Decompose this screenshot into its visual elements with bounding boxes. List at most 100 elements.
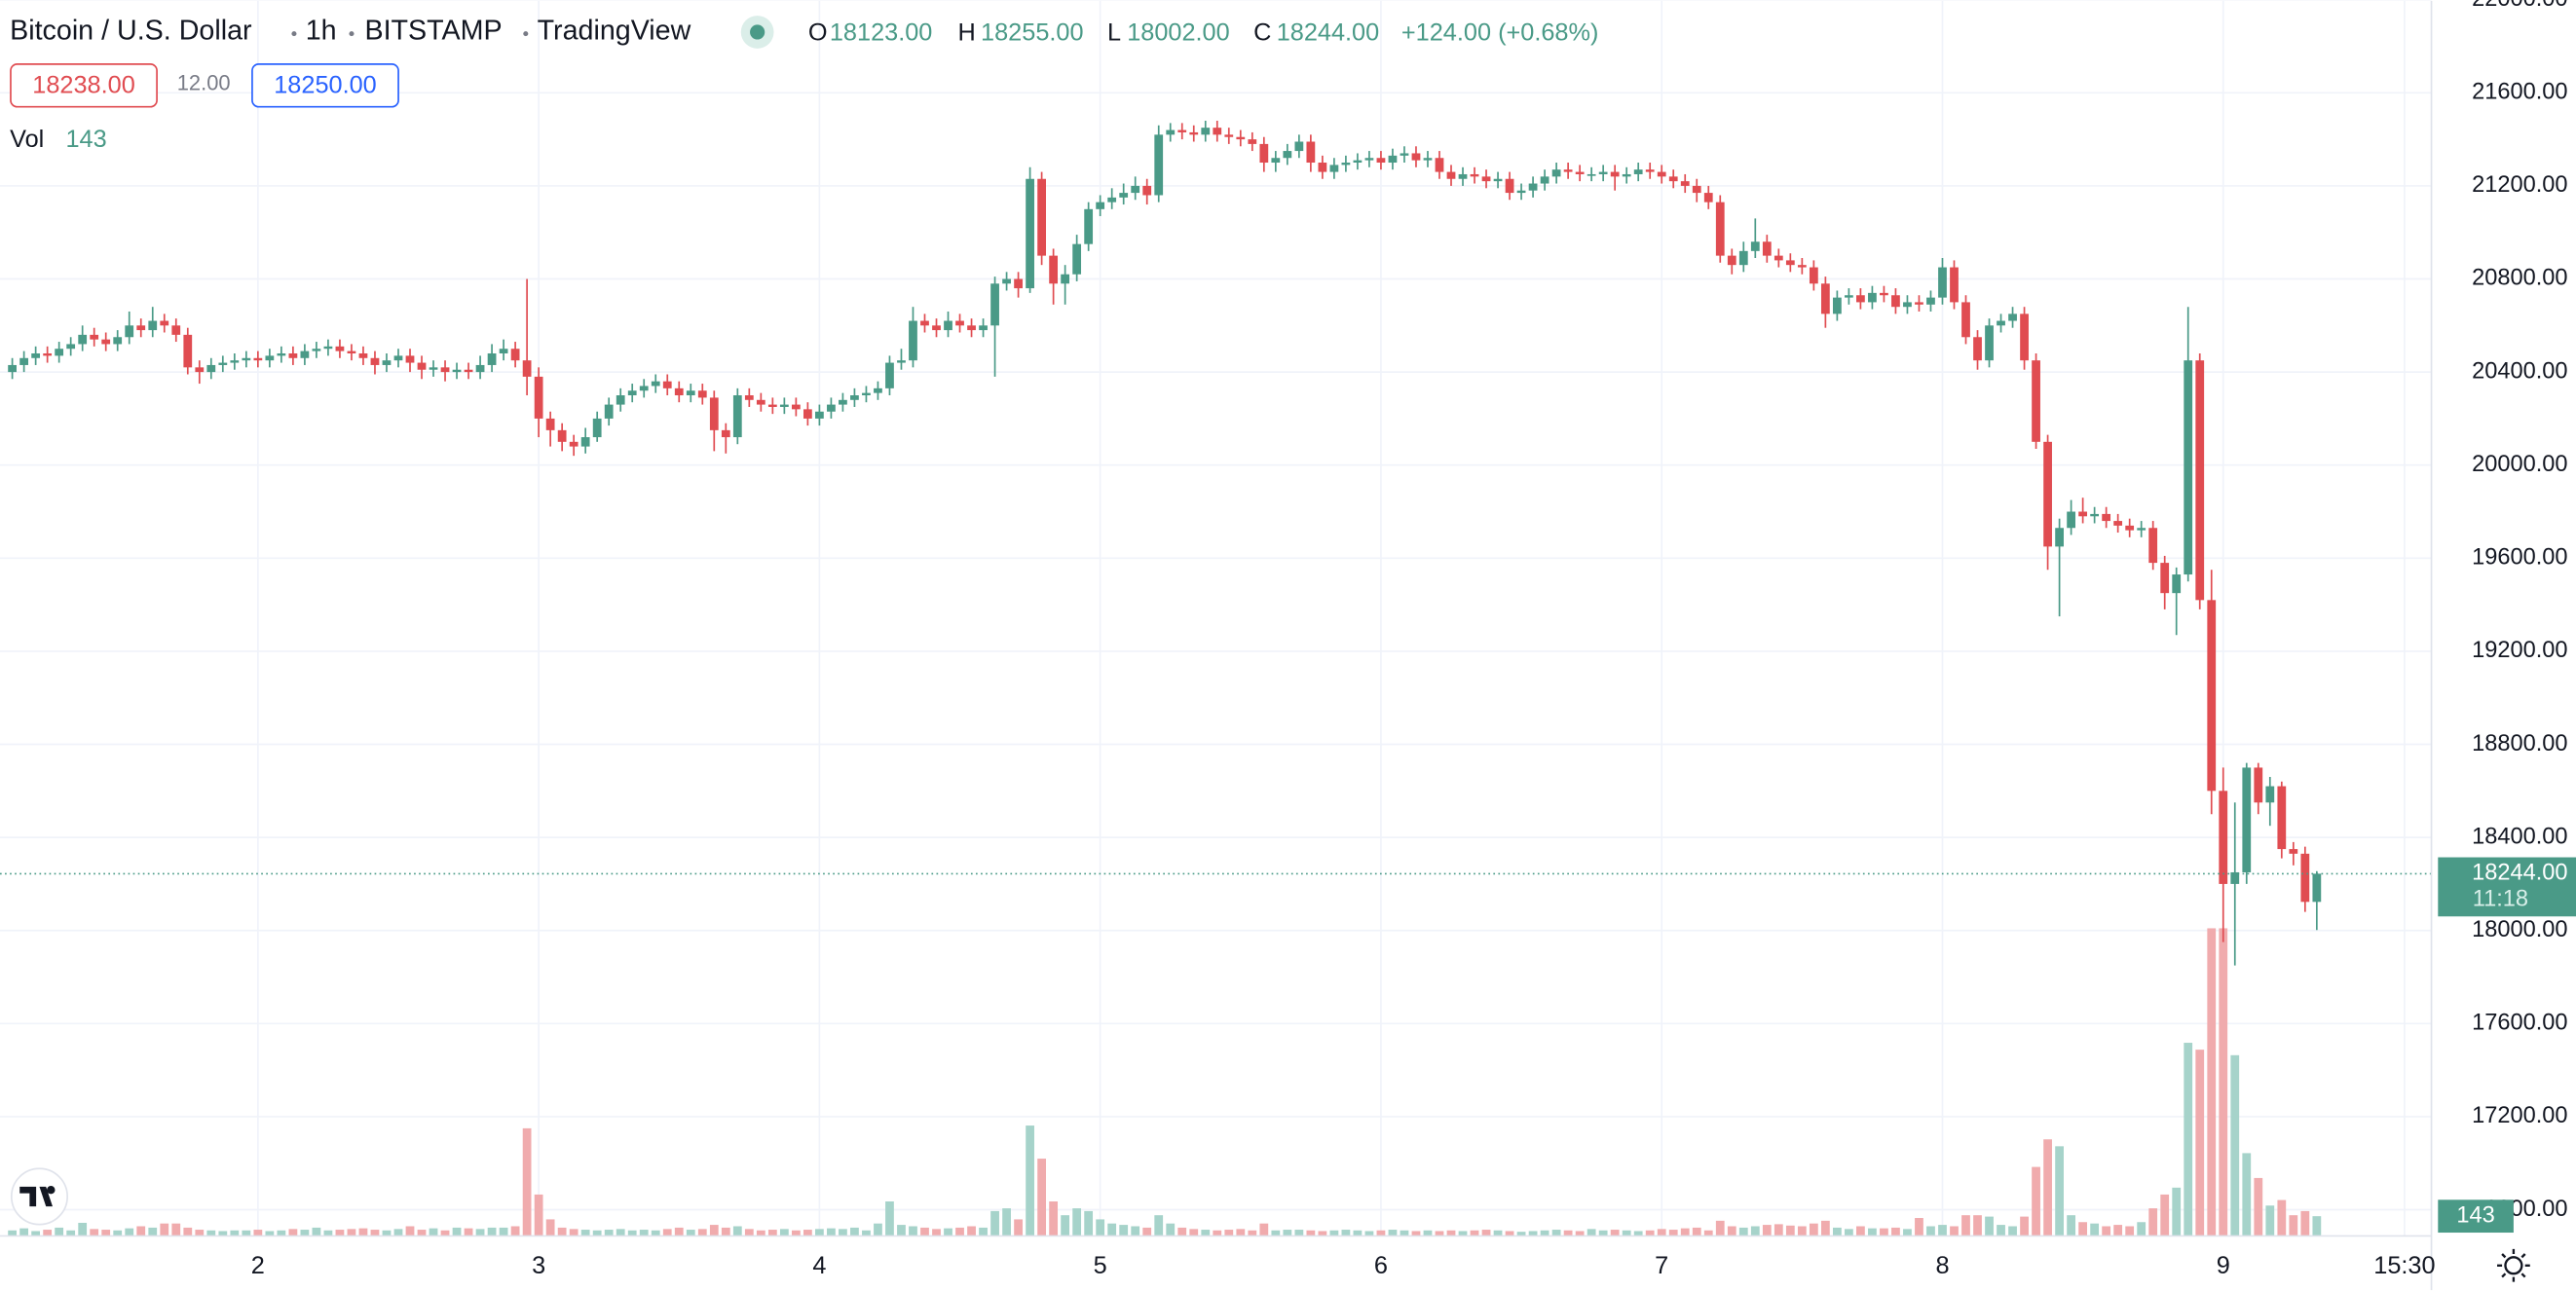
candle-body xyxy=(709,397,719,430)
candle-body xyxy=(1680,181,1690,186)
candle-body xyxy=(1446,171,1456,179)
sell-button[interactable] xyxy=(10,63,158,108)
candle-body xyxy=(405,355,415,363)
candle-body xyxy=(1657,171,1666,177)
volume-bar xyxy=(2020,1216,2029,1236)
volume-bar xyxy=(1938,1225,1947,1236)
candle-body xyxy=(1376,158,1386,164)
volume-bar xyxy=(2137,1222,2147,1236)
volume-bar xyxy=(862,1230,871,1236)
volume-bar xyxy=(1563,1230,1573,1236)
candle-body xyxy=(674,387,684,396)
volume-bar xyxy=(2078,1222,2088,1236)
ohlc-value: 18244.00 xyxy=(1277,18,1380,46)
candle-body xyxy=(242,357,251,361)
candle-body xyxy=(1880,292,1888,296)
candle-body xyxy=(2312,873,2322,903)
volume-bar xyxy=(955,1227,964,1236)
buy-button[interactable] xyxy=(251,63,399,108)
candle-body xyxy=(43,352,53,356)
candle-body xyxy=(2125,525,2135,531)
source: TradingView xyxy=(538,16,691,47)
x-tick-label: 3 xyxy=(532,1252,545,1279)
volume-bar xyxy=(791,1230,801,1236)
candle-body xyxy=(909,320,917,361)
candle-body xyxy=(1306,141,1316,164)
volume-bar xyxy=(78,1222,88,1236)
volume-bar xyxy=(1505,1231,1514,1236)
candle-body xyxy=(850,395,859,400)
volume-bar xyxy=(335,1230,345,1236)
volume-bar xyxy=(651,1230,660,1236)
volume-bar xyxy=(1002,1208,1011,1236)
volume-bar xyxy=(1703,1230,1713,1236)
candle-body xyxy=(66,344,76,350)
candle-body xyxy=(2020,314,2029,361)
candle-body xyxy=(627,390,637,396)
candle-body xyxy=(312,349,321,351)
candle-body xyxy=(1364,158,1374,161)
volume-bar xyxy=(909,1226,917,1236)
volume-bar xyxy=(2277,1199,2287,1236)
candle-body xyxy=(1026,178,1034,289)
y-tick-label: 17600.00 xyxy=(2472,1011,2567,1036)
candle-body xyxy=(874,387,882,393)
volume-bar xyxy=(1271,1230,1281,1236)
candle-body xyxy=(1773,255,1783,261)
volume-bar xyxy=(1973,1215,1982,1236)
settings-icon[interactable] xyxy=(2497,1248,2530,1282)
volume-bar xyxy=(592,1230,602,1236)
volume-bar xyxy=(136,1226,146,1236)
candle-body xyxy=(955,320,964,326)
candle-body xyxy=(125,325,134,338)
volume-bar xyxy=(1680,1228,1690,1236)
candle-body xyxy=(639,386,649,391)
candle-body xyxy=(697,390,707,398)
ohlc-label: O xyxy=(808,18,828,46)
volume-bar xyxy=(1236,1229,1246,1236)
candle-body xyxy=(1587,173,1596,176)
volume-bar xyxy=(1809,1223,1818,1236)
volume-bar xyxy=(66,1230,76,1236)
volume-bar xyxy=(732,1226,742,1236)
volume-bar xyxy=(499,1227,508,1236)
candle-body xyxy=(323,346,333,350)
candle-body xyxy=(686,390,695,396)
candle-body xyxy=(253,357,263,361)
candle-body xyxy=(732,395,742,438)
volume-bar xyxy=(1880,1228,1888,1236)
volume-bar xyxy=(815,1229,824,1236)
candle-body xyxy=(2195,360,2205,601)
candle-body xyxy=(721,429,730,438)
y-tick-label: 18800.00 xyxy=(2472,731,2567,756)
volume-bar xyxy=(1738,1227,1748,1236)
candle-body xyxy=(1645,169,1655,172)
volume-bar xyxy=(1915,1218,1923,1236)
ohlc-value: 18002.00 xyxy=(1127,18,1230,46)
volume-bar xyxy=(1072,1208,1082,1236)
volume-bar xyxy=(1575,1231,1585,1236)
volume-bar xyxy=(19,1228,29,1236)
volume-bar xyxy=(1061,1215,1070,1236)
candle-body xyxy=(779,404,789,407)
volume-bar xyxy=(1797,1226,1807,1236)
exchange: BITSTAMP xyxy=(364,16,502,47)
volume-bar xyxy=(265,1231,275,1236)
volume-bar xyxy=(779,1229,789,1236)
ohlc-label: C xyxy=(1253,18,1271,46)
tradingview-logo[interactable] xyxy=(10,1167,69,1226)
x-tick-label: 6 xyxy=(1374,1252,1388,1279)
volume-legend-value: 143 xyxy=(65,126,106,153)
candle-body xyxy=(1832,297,1842,314)
volume-bar xyxy=(1411,1231,1421,1236)
volume-bar xyxy=(850,1227,859,1236)
volume-bar xyxy=(323,1230,333,1236)
volume-bar xyxy=(1598,1230,1608,1236)
volume-bar xyxy=(639,1230,649,1236)
volume-bar xyxy=(2265,1205,2275,1236)
volume-bar xyxy=(2300,1210,2310,1236)
candle-body xyxy=(1423,158,1433,161)
candle-body xyxy=(557,429,567,442)
candle-body xyxy=(2242,767,2252,872)
volume-bar xyxy=(1997,1225,2005,1236)
